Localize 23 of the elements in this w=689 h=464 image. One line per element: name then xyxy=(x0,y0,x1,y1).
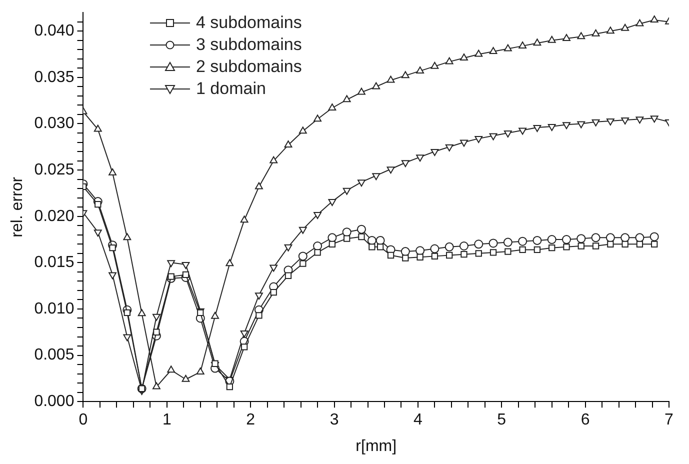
y-tick-label: 0.015 xyxy=(34,254,74,272)
x-tick-label: 1 xyxy=(162,412,172,429)
legend-label: 3 subdomains xyxy=(196,34,302,56)
x-tick-label: 2 xyxy=(246,412,256,429)
x-tick-label: 4 xyxy=(414,412,423,429)
x-tick-label: 5 xyxy=(497,412,506,429)
x-axis-title: r[mm] xyxy=(356,438,397,455)
y-tick-label: 0.030 xyxy=(34,115,74,132)
x-tick-label: 3 xyxy=(330,412,339,429)
y-tick-label: 0.000 xyxy=(34,393,74,410)
y-tick-label: 0.010 xyxy=(34,300,74,318)
y-tick-label: 0.035 xyxy=(34,68,74,86)
y-tick-label: 0.025 xyxy=(34,161,74,178)
y-tick-label: 0.040 xyxy=(34,22,74,40)
y-tick-label: 0.020 xyxy=(34,208,74,225)
x-tick-label: 0 xyxy=(78,412,88,429)
y-axis-title: rel. error xyxy=(9,176,26,238)
legend-label: 2 subdomains xyxy=(196,56,302,78)
legend-label: 1 domain xyxy=(196,78,266,100)
x-tick-label: 7 xyxy=(664,412,674,429)
x-tick-label: 6 xyxy=(580,412,590,429)
legend-label: 4 subdomains xyxy=(196,12,302,34)
y-tick-label: 0.005 xyxy=(34,346,74,364)
